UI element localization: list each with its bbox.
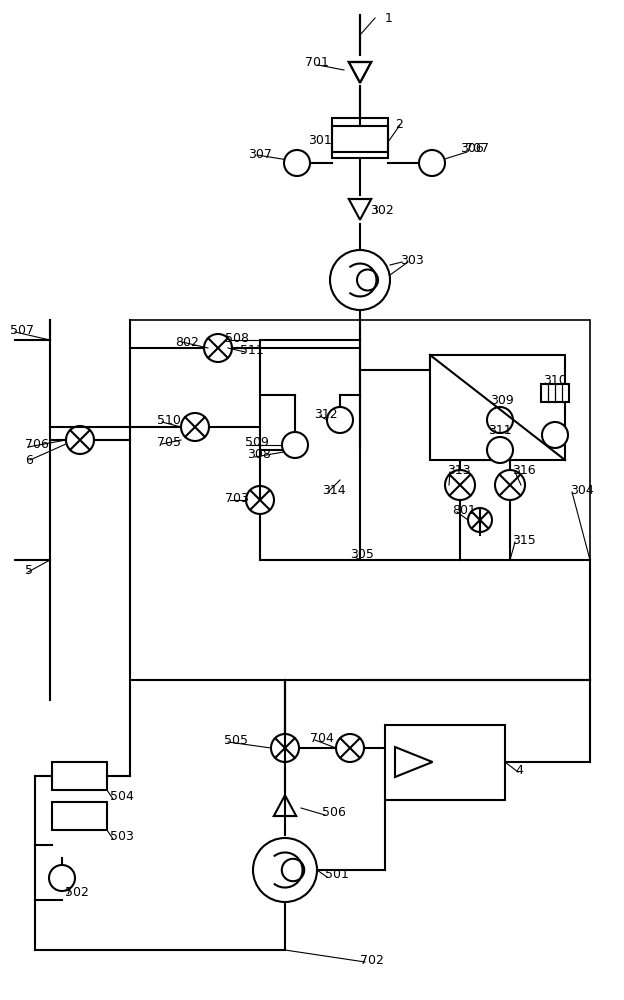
Bar: [332, 118, 388, 152]
Text: 702: 702: [360, 954, 384, 966]
Circle shape: [253, 838, 317, 902]
Text: 707: 707: [465, 141, 489, 154]
Bar: [332, 126, 388, 158]
Bar: [541, 384, 569, 402]
Text: 505: 505: [224, 734, 248, 746]
Text: 302: 302: [370, 204, 394, 217]
Text: 501: 501: [325, 868, 349, 882]
Circle shape: [487, 437, 513, 463]
Circle shape: [49, 865, 75, 891]
Text: 801: 801: [452, 504, 476, 516]
Text: 705: 705: [157, 436, 181, 448]
Bar: [52, 762, 107, 790]
Text: 701: 701: [305, 55, 329, 68]
Text: 307: 307: [248, 148, 272, 161]
Polygon shape: [395, 747, 432, 777]
Circle shape: [542, 422, 568, 448]
Text: 304: 304: [570, 484, 594, 496]
Bar: [52, 802, 107, 830]
Text: 316: 316: [512, 464, 535, 477]
Text: 306: 306: [460, 141, 484, 154]
Circle shape: [284, 150, 310, 176]
Circle shape: [282, 432, 308, 458]
Text: 703: 703: [225, 491, 249, 504]
Text: 305: 305: [350, 548, 374, 562]
Text: 312: 312: [314, 408, 338, 422]
Bar: [430, 355, 565, 460]
Circle shape: [327, 407, 353, 433]
Text: 5: 5: [25, 564, 33, 576]
Text: 313: 313: [447, 464, 470, 477]
Text: 314: 314: [322, 484, 346, 496]
Text: 802: 802: [175, 336, 199, 349]
Circle shape: [487, 407, 513, 433]
Text: 511: 511: [240, 344, 264, 357]
Circle shape: [330, 250, 390, 310]
Text: 308: 308: [247, 448, 271, 462]
Text: 506: 506: [322, 806, 346, 820]
Text: 508: 508: [225, 332, 249, 344]
Text: 301: 301: [308, 133, 332, 146]
Text: 6: 6: [25, 454, 33, 466]
Text: 310: 310: [543, 373, 567, 386]
Text: 504: 504: [110, 790, 134, 804]
Text: 303: 303: [400, 253, 424, 266]
Text: 503: 503: [110, 830, 134, 844]
Text: 309: 309: [490, 393, 514, 406]
Bar: [385, 725, 505, 800]
Bar: [130, 320, 590, 680]
Text: 502: 502: [65, 886, 89, 898]
Text: 510: 510: [157, 414, 181, 426]
Text: 507: 507: [10, 324, 34, 336]
Text: 706: 706: [25, 438, 49, 452]
Circle shape: [419, 150, 445, 176]
Text: 509: 509: [245, 436, 269, 448]
Text: 1: 1: [385, 11, 393, 24]
Text: 311: 311: [488, 424, 512, 436]
Text: 315: 315: [512, 534, 536, 546]
Text: 2: 2: [395, 118, 403, 131]
Text: 4: 4: [515, 764, 523, 776]
Text: 704: 704: [310, 732, 334, 744]
